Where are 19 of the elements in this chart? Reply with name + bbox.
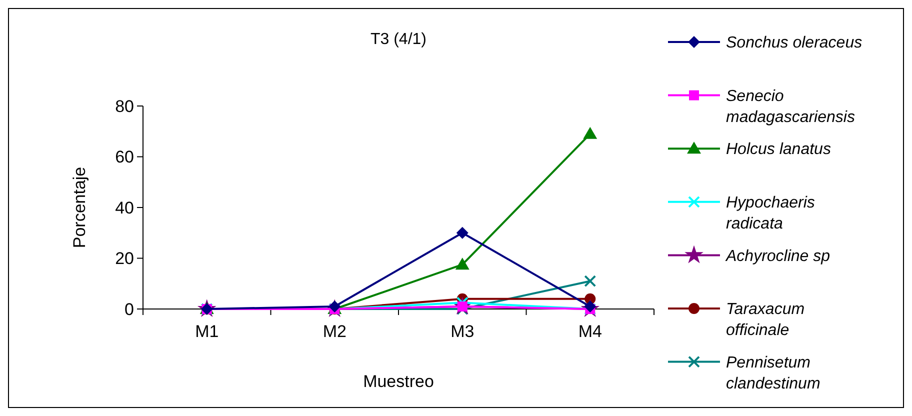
y-tick-label: 0 — [124, 300, 134, 319]
legend-label: Senecio madagascariensis — [726, 88, 855, 126]
legend-label: Sonchus oleraceus — [726, 34, 862, 52]
legend-label: Taraxacum officinale — [726, 301, 805, 340]
legend-label: Pennisetum clandestinum — [726, 354, 820, 392]
y-tick-label: 60 — [115, 148, 134, 167]
y-tick-label: 20 — [115, 249, 134, 268]
y-tick-label: 40 — [115, 198, 134, 218]
x-tick-label: M1 — [195, 322, 219, 341]
y-axis-title: Porcentaje — [70, 166, 89, 248]
legend-label: Achyrocline sp — [725, 248, 830, 265]
x-tick-label: M3 — [450, 322, 474, 341]
y-tick-label: 80 — [115, 96, 134, 116]
legend-label: Holcus lanatus — [726, 141, 831, 158]
x-axis-title: Muestreo — [363, 372, 434, 391]
x-tick-label: M4 — [578, 322, 602, 341]
legend-label: Hypochaeris radicata — [726, 194, 815, 232]
x-tick-label: M2 — [322, 322, 346, 341]
chart-title: T3 (4/1) — [370, 31, 427, 48]
